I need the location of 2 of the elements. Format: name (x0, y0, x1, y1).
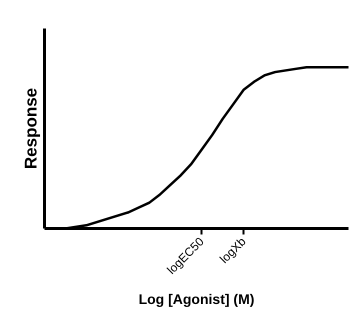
y-axis-title: Response (22, 88, 40, 170)
x-axis-title: Log [Agonist] (M) (138, 290, 254, 307)
